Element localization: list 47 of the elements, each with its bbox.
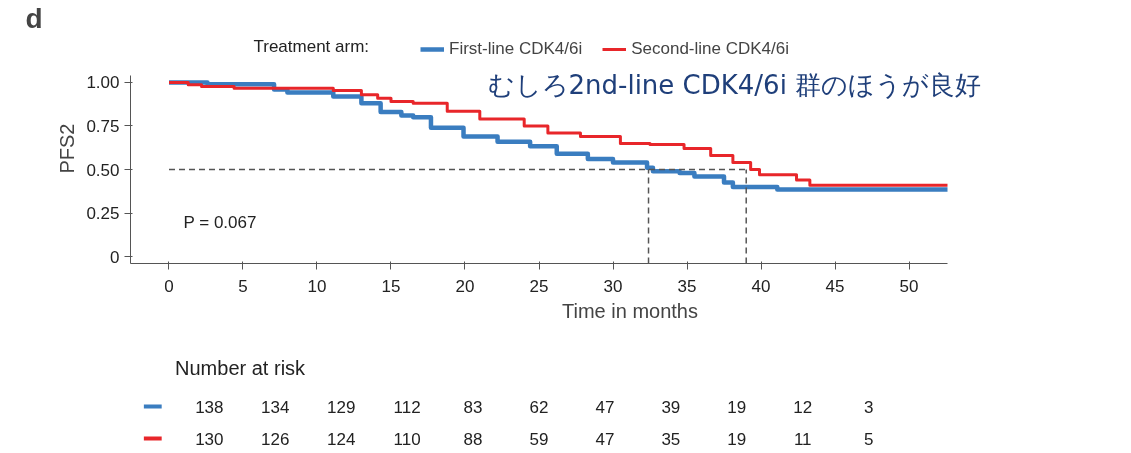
text: 130 xyxy=(195,429,224,449)
annotation: P = 0.067 xyxy=(183,212,257,232)
legend-label: First-line CDK4/6i xyxy=(449,39,583,59)
x-tick-label: 50 xyxy=(899,276,919,296)
text: 3 xyxy=(863,397,874,417)
text: 47 xyxy=(595,429,615,449)
x-axis-title: Time in months xyxy=(562,299,698,322)
x-tick-label: 20 xyxy=(455,276,475,296)
y-tick-label: 0.25 xyxy=(86,204,120,224)
text: 62 xyxy=(529,397,549,417)
x-tick-label: 30 xyxy=(603,276,623,296)
text: 83 xyxy=(463,397,483,417)
text: 110 xyxy=(393,429,421,449)
y-axis-title: PFS2 xyxy=(56,123,79,174)
text: d xyxy=(25,2,43,34)
y-tick-label: 0.75 xyxy=(86,116,120,136)
text: 19 xyxy=(727,397,747,417)
text: 39 xyxy=(661,397,681,417)
text: 134 xyxy=(261,397,290,417)
x-tick-label: 15 xyxy=(381,276,401,296)
text: 11 xyxy=(793,429,812,449)
text: 129 xyxy=(327,397,356,417)
text: 35 xyxy=(661,429,681,449)
y-tick-label: 0.50 xyxy=(86,160,120,180)
legend-label: Second-line CDK4/6i xyxy=(631,39,790,59)
x-tick-label: 10 xyxy=(307,276,327,296)
x-tick-label: 40 xyxy=(751,276,771,296)
text: 124 xyxy=(327,429,356,449)
text: 47 xyxy=(595,397,615,417)
text: 88 xyxy=(463,429,483,449)
text: 59 xyxy=(529,429,549,449)
x-tick-label: 25 xyxy=(529,276,549,296)
text: 112 xyxy=(393,397,421,417)
text: Number at risk xyxy=(175,356,307,379)
text: 5 xyxy=(863,429,874,449)
x-tick-label: 5 xyxy=(238,276,248,296)
x-tick-label: 0 xyxy=(164,276,174,296)
x-tick-label: 35 xyxy=(677,276,697,296)
x-tick-label: 45 xyxy=(825,276,845,296)
y-tick-label: 0 xyxy=(110,247,120,267)
text: 19 xyxy=(727,429,747,449)
text: 126 xyxy=(261,429,290,449)
annotation: むしろ2nd-line CDK4/6i 群のほうが良好 xyxy=(487,69,982,100)
text: 138 xyxy=(195,397,224,417)
legend-title: Treatment arm: xyxy=(253,37,370,56)
text: 12 xyxy=(793,397,813,417)
y-tick-label: 1.00 xyxy=(86,73,120,93)
